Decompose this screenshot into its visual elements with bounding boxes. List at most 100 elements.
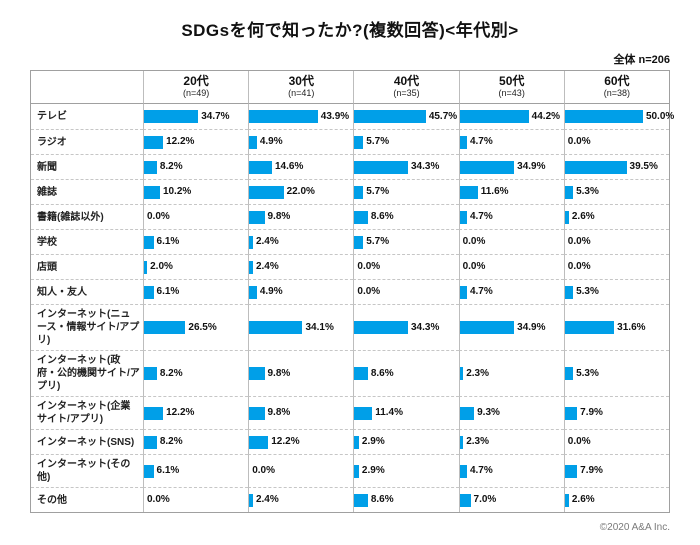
- bar: [249, 435, 269, 449]
- bar-value-label: 5.3%: [576, 286, 599, 297]
- row-label: インターネット(その他): [31, 454, 143, 487]
- bar-cell: 34.9%: [458, 304, 564, 350]
- bar: [144, 185, 160, 199]
- bar-value-label: 9.8%: [267, 367, 291, 379]
- bar-cell: 5.7%: [353, 229, 459, 254]
- bar-cell: 8.2%: [143, 429, 249, 454]
- bar-value-label: 8.2%: [159, 161, 183, 172]
- bar-cell: 0.0%: [143, 204, 249, 229]
- bar-value-label: 45.7%: [428, 110, 458, 122]
- bar-cell: 6.1%: [143, 454, 249, 487]
- column-header-age-label: 60代: [604, 73, 630, 88]
- bar-cell: 2.9%: [353, 454, 459, 487]
- bar-value-label: 2.0%: [150, 261, 173, 272]
- bar: [354, 367, 368, 380]
- bar-value-label: 39.5%: [629, 161, 658, 172]
- bar-cell: 8.6%: [353, 204, 459, 229]
- bar-value-label: 2.9%: [361, 436, 385, 447]
- bar-value-label: 7.9%: [580, 465, 603, 476]
- bar-cell: 0.0%: [563, 129, 669, 154]
- bar-value-label: 44.2%: [531, 110, 561, 122]
- bar-cell: 4.7%: [458, 279, 564, 304]
- row-label: インターネット(政府・公的機関サイト/アプリ): [31, 350, 143, 396]
- bar: [249, 367, 265, 380]
- bar-cell: 50.0%: [563, 104, 674, 129]
- bar: [459, 110, 529, 123]
- bar-value-label: 7.0%: [473, 494, 497, 505]
- bar: [144, 321, 186, 334]
- bar-cell: 34.9%: [458, 154, 564, 179]
- bar-value-label: 0.0%: [567, 236, 591, 247]
- bar-value-label: 2.3%: [466, 367, 489, 379]
- bar-value-label: 12.2%: [166, 407, 195, 418]
- bar-cell: 34.7%: [143, 104, 248, 129]
- bar-cell: 2.0%: [143, 254, 249, 279]
- row-label: 書籍(雑誌以外): [31, 204, 143, 229]
- bar-cell: 7.0%: [458, 487, 564, 512]
- bar-value-label: 9.3%: [477, 407, 500, 418]
- bar: [144, 464, 154, 478]
- row-label: テレビ: [37, 111, 67, 122]
- bar: [354, 235, 364, 249]
- bar-value-label: 34.3%: [411, 321, 440, 333]
- bar: [354, 493, 368, 507]
- bar-value-label: 8.6%: [370, 494, 394, 505]
- bar-cell: 8.6%: [353, 350, 459, 396]
- row-label: インターネット(ニュース・情報サイト/アプリ): [31, 304, 143, 350]
- bar-value-label: 43.9%: [320, 110, 350, 122]
- bar-cell: 0.0%: [458, 229, 564, 254]
- bar-value-label: 34.7%: [201, 110, 230, 122]
- bar: [354, 135, 364, 149]
- bar-cell: 10.2%: [143, 179, 249, 204]
- bar-value-label: 6.1%: [156, 236, 180, 247]
- bar: [249, 185, 284, 199]
- bar: [564, 493, 569, 507]
- bar-value-label: 8.6%: [370, 211, 394, 222]
- bar-value-label: 10.2%: [162, 186, 192, 197]
- bar: [354, 210, 368, 224]
- bar: [249, 160, 272, 174]
- bar: [354, 435, 359, 449]
- bar-cell: 2.6%: [563, 487, 669, 512]
- row-label: インターネット(企業サイト/アプリ): [31, 396, 143, 429]
- bar-value-label: 9.8%: [267, 211, 291, 222]
- bar-cell: 7.9%: [563, 396, 669, 429]
- bar: [144, 435, 157, 449]
- bar-cell: 9.8%: [248, 350, 354, 396]
- bar: [459, 160, 515, 174]
- bar: [564, 160, 627, 174]
- bar: [354, 160, 408, 174]
- column-header-n-label: (n=35): [393, 88, 420, 99]
- column-header-age-label: 30代: [288, 73, 314, 88]
- bar: [459, 464, 467, 478]
- bar: [144, 135, 164, 149]
- bar-value-label: 2.4%: [255, 236, 279, 247]
- bar-value-label: 2.3%: [466, 436, 489, 447]
- bar-cell: 6.1%: [143, 279, 249, 304]
- bar-value-label: 50.0%: [645, 110, 675, 122]
- row-label: 知人・友人: [31, 279, 143, 304]
- bar-value-label: 5.7%: [366, 136, 390, 147]
- bar-value-label: 4.9%: [259, 136, 283, 147]
- bar-cell: 34.3%: [353, 304, 459, 350]
- bar-cell: 39.5%: [563, 154, 669, 179]
- bar-value-label: 0.0%: [147, 211, 170, 222]
- bar-value-label: 14.6%: [275, 161, 304, 172]
- bar-cell: 8.6%: [353, 487, 459, 512]
- row-label: 店頭: [31, 254, 143, 279]
- bar-value-label: 34.3%: [411, 161, 440, 172]
- column-header-age-label: 40代: [393, 73, 420, 88]
- bar-cell: 4.7%: [458, 204, 564, 229]
- total-sample-label: 全体 n=206: [613, 54, 670, 66]
- column-header-n-label: (n=38): [603, 88, 631, 99]
- bar: [354, 185, 364, 199]
- bar: [249, 110, 318, 123]
- bar: [249, 285, 257, 299]
- bar-value-label: 12.2%: [271, 436, 300, 447]
- bar: [564, 210, 569, 224]
- bar-value-label: 4.7%: [469, 286, 493, 297]
- chart-table: 20代 (n=49) 30代 (n=41) 40代 (n=35) 50代 (n=43) 60代(…: [30, 70, 674, 513]
- bar-value-label: 4.7%: [469, 465, 493, 476]
- column-header-n-label: (n=41): [288, 88, 315, 99]
- bar: [459, 406, 475, 420]
